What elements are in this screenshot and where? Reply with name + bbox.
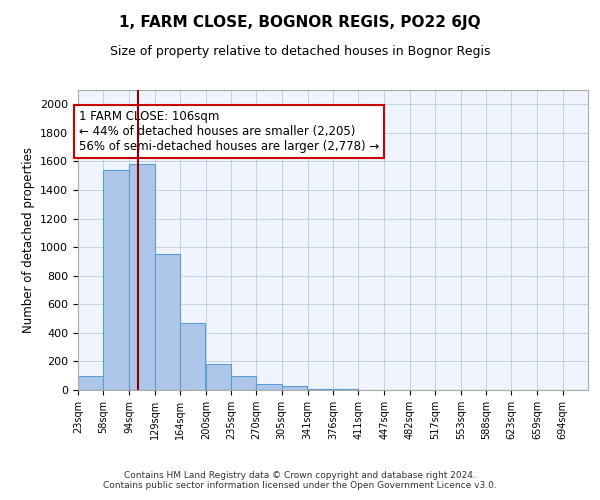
- Bar: [308, 388, 333, 390]
- Bar: [256, 384, 282, 390]
- Y-axis label: Number of detached properties: Number of detached properties: [22, 147, 35, 333]
- Bar: [231, 376, 256, 390]
- Bar: [155, 254, 180, 390]
- Bar: [103, 170, 128, 390]
- Bar: [206, 364, 231, 390]
- Text: 1, FARM CLOSE, BOGNOR REGIS, PO22 6JQ: 1, FARM CLOSE, BOGNOR REGIS, PO22 6JQ: [119, 15, 481, 30]
- Text: 1 FARM CLOSE: 106sqm
← 44% of detached houses are smaller (2,205)
56% of semi-de: 1 FARM CLOSE: 106sqm ← 44% of detached h…: [79, 110, 379, 153]
- Text: Size of property relative to detached houses in Bognor Regis: Size of property relative to detached ho…: [110, 45, 490, 58]
- Bar: [180, 323, 205, 390]
- Bar: [78, 376, 103, 390]
- Bar: [282, 386, 307, 390]
- Bar: [129, 164, 155, 390]
- Text: Contains HM Land Registry data © Crown copyright and database right 2024.
Contai: Contains HM Land Registry data © Crown c…: [103, 470, 497, 490]
